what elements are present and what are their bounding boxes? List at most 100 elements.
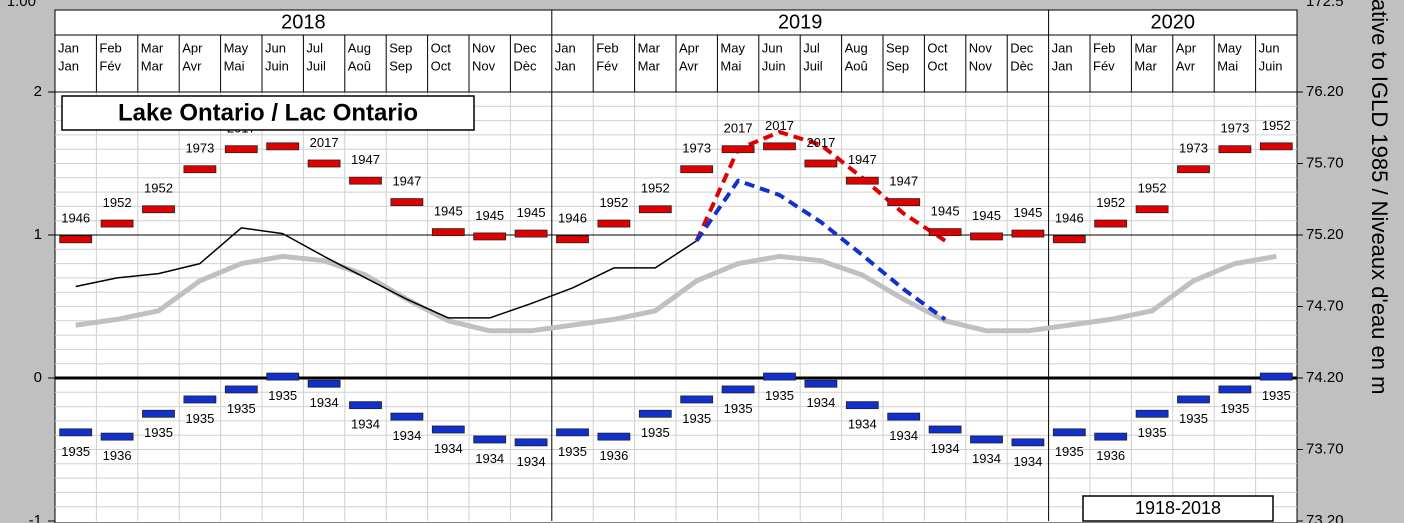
record-year: 1935 [1179, 411, 1208, 426]
month-label-en: Dec [513, 40, 537, 55]
record-year: 1935 [1220, 401, 1249, 416]
record-year: 1935 [765, 388, 794, 403]
month-label-en: Jun [1259, 40, 1280, 55]
record-marker [1218, 145, 1252, 154]
month-label-en: Dec [1010, 40, 1034, 55]
month-label-en: Aug [348, 40, 371, 55]
record-marker [142, 409, 175, 418]
year-label: 2019 [778, 11, 823, 33]
month-label-fr: Jan [1052, 58, 1073, 73]
record-marker [1094, 432, 1128, 441]
month-label-fr: Oct [927, 58, 948, 73]
month-label-en: Jun [265, 40, 286, 55]
record-marker [514, 438, 548, 447]
month-label-fr: Avr [182, 58, 202, 73]
month-label-fr: Fév [99, 58, 121, 73]
month-label-en: Aug [845, 40, 868, 55]
month-label-fr: Jan [555, 58, 576, 73]
record-marker [597, 219, 631, 228]
month-label-fr: Mar [638, 58, 661, 73]
month-label-fr: Mai [224, 58, 245, 73]
record-year: 1935 [558, 444, 587, 459]
series-line [75, 253, 1277, 334]
record-marker [804, 159, 838, 168]
record-year: 1935 [144, 425, 173, 440]
record-year: 1945 [434, 204, 463, 219]
record-marker [473, 232, 507, 241]
record-marker [1259, 142, 1293, 151]
month-label-fr: Nov [472, 58, 496, 73]
y2-tick-label: 73.70 [1306, 440, 1344, 457]
month-label-en: Nov [472, 40, 496, 55]
month-label-en: Sep [886, 40, 909, 55]
month-label-fr: Fév [596, 58, 618, 73]
month-label-fr: Juil [803, 58, 823, 73]
record-year: 1973 [1220, 121, 1249, 136]
record-marker [1177, 395, 1210, 404]
record-year: 1934 [972, 451, 1001, 466]
record-marker [928, 425, 962, 434]
record-year: 1946 [1055, 211, 1084, 226]
cut-label: 172.5 [1306, 0, 1344, 10]
record-marker [556, 428, 589, 437]
record-year: 2017 [724, 121, 753, 136]
record-year: 1935 [1055, 444, 1084, 459]
record-marker [597, 432, 631, 441]
record-year: 1934 [1013, 454, 1042, 469]
record-marker [307, 379, 341, 388]
record-year: 1946 [558, 211, 587, 226]
record-year: 1947 [889, 174, 918, 189]
month-label-en: Feb [1093, 40, 1115, 55]
month-label-en: Mar [141, 40, 164, 55]
record-year: 1946 [61, 211, 90, 226]
record-marker [970, 435, 1003, 444]
month-label-en: Apr [182, 40, 203, 55]
record-year: 1934 [889, 428, 918, 443]
record-marker [1011, 438, 1045, 447]
record-marker [1052, 235, 1086, 244]
record-marker [721, 385, 755, 394]
record-year: 1935 [641, 425, 670, 440]
record-marker [845, 176, 879, 185]
record-marker [266, 142, 300, 151]
record-year: 1973 [1179, 141, 1208, 156]
record-year: 1934 [434, 441, 463, 456]
month-label-en: Jul [306, 40, 323, 55]
record-marker [1011, 229, 1045, 238]
record-marker [307, 159, 341, 168]
record-marker [845, 401, 879, 410]
month-label-en: May [1217, 40, 1242, 55]
record-marker [1135, 409, 1169, 418]
record-year: 1935 [268, 388, 297, 403]
month-label-fr: Aoû [348, 58, 371, 73]
y-tick-label: 1 [34, 226, 42, 243]
record-marker [266, 372, 300, 381]
record-marker [224, 385, 258, 394]
record-year: 1935 [724, 401, 753, 416]
period-box [1082, 495, 1274, 522]
record-marker [638, 205, 672, 214]
record-marker [1135, 205, 1169, 214]
record-year: 1945 [931, 204, 960, 219]
month-label-en: Apr [1176, 40, 1197, 55]
y-tick-label: 0 [34, 369, 42, 386]
month-label-fr: Juil [306, 58, 326, 73]
record-marker [431, 228, 465, 237]
record-marker [59, 428, 93, 437]
record-year: 1945 [517, 205, 546, 220]
record-marker [183, 395, 217, 404]
month-label-en: Jan [555, 40, 576, 55]
record-year: 1952 [599, 195, 628, 210]
month-label-en: Jun [762, 40, 783, 55]
record-year: 1952 [144, 181, 173, 196]
month-label-fr: Nov [969, 58, 993, 73]
record-marker [680, 165, 714, 174]
month-label-fr: Avr [1176, 58, 1196, 73]
record-year: 1947 [392, 174, 421, 189]
record-year: 1952 [1262, 118, 1291, 133]
month-label-en: Jan [1052, 40, 1073, 55]
record-year: 1936 [599, 448, 628, 463]
y-tick-label: 2 [34, 83, 42, 100]
month-label-en: Jul [803, 40, 820, 55]
